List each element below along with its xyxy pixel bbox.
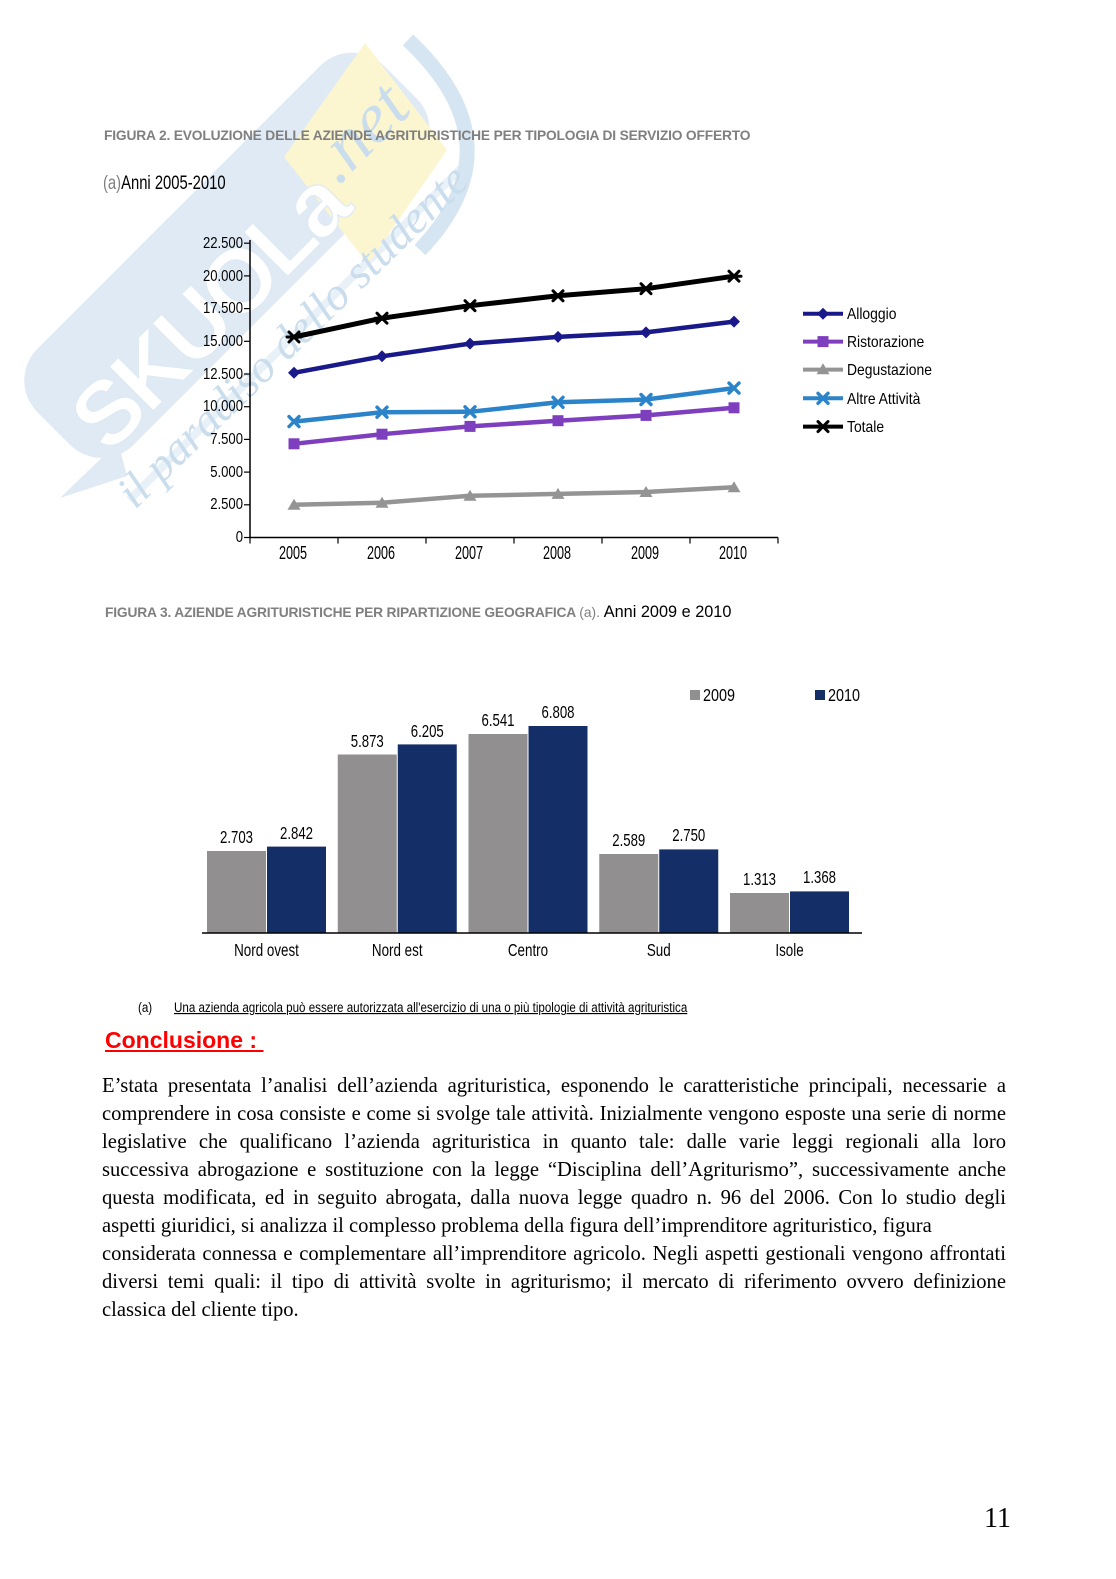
svg-text:15.000: 15.000	[203, 333, 243, 350]
svg-text:Nord est: Nord est	[372, 941, 423, 960]
svg-text:6.541: 6.541	[481, 711, 514, 730]
svg-text:2010: 2010	[828, 686, 860, 706]
svg-text:2.589: 2.589	[612, 831, 645, 850]
svg-text:2.842: 2.842	[280, 824, 313, 843]
svg-text:1.313: 1.313	[743, 870, 776, 889]
svg-text:20.000: 20.000	[203, 268, 243, 285]
svg-text:Degustazione: Degustazione	[847, 361, 932, 379]
svg-text:12.500: 12.500	[203, 366, 243, 383]
svg-text:6.808: 6.808	[541, 703, 574, 722]
svg-text:2.703: 2.703	[220, 828, 253, 847]
svg-text:5.000: 5.000	[210, 464, 243, 481]
svg-text:10.000: 10.000	[203, 398, 243, 415]
svg-text:0: 0	[236, 529, 243, 546]
svg-text:Totale: Totale	[847, 418, 884, 436]
svg-text:2.750: 2.750	[672, 826, 705, 845]
svg-text:Sud: Sud	[647, 941, 671, 960]
svg-text:Ristorazione: Ristorazione	[847, 333, 924, 351]
svg-text:6.205: 6.205	[411, 722, 444, 741]
svg-text:2005: 2005	[279, 543, 307, 564]
svg-text:2008: 2008	[543, 543, 571, 564]
svg-text:2.500: 2.500	[210, 496, 243, 513]
svg-text:22.500: 22.500	[203, 235, 243, 252]
svg-text:2007: 2007	[455, 543, 483, 564]
svg-text:1.368: 1.368	[803, 868, 836, 887]
svg-text:2009: 2009	[631, 543, 659, 564]
svg-text:Centro: Centro	[508, 941, 548, 960]
svg-text:5.873: 5.873	[351, 732, 384, 751]
svg-text:2010: 2010	[719, 543, 747, 564]
svg-text:7.500: 7.500	[210, 431, 243, 448]
svg-text:Altre Attività: Altre Attività	[847, 390, 921, 408]
svg-text:17.500: 17.500	[203, 300, 243, 317]
svg-text:Alloggio: Alloggio	[847, 305, 896, 323]
svg-text:2006: 2006	[367, 543, 395, 564]
svg-text:Isole: Isole	[775, 941, 803, 960]
svg-text:Nord ovest: Nord ovest	[234, 941, 299, 960]
svg-text:2009: 2009	[703, 686, 735, 706]
